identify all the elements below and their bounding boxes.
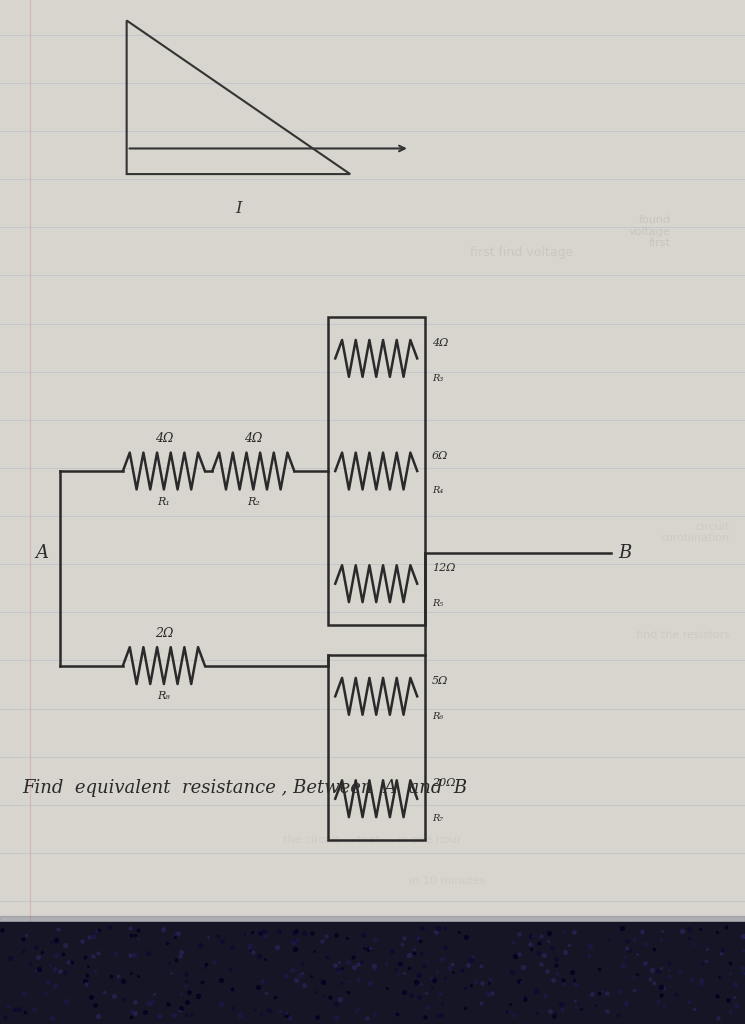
Text: R₇: R₇ [432,814,443,823]
Text: 2Ω: 2Ω [155,627,173,640]
Text: first find voltage: first find voltage [470,246,573,259]
Text: found
voltage
first: found voltage first [629,215,670,248]
Text: 6Ω: 6Ω [432,451,448,461]
Text: R₆: R₆ [432,712,443,721]
Text: find the resistors: find the resistors [636,630,730,640]
Bar [328,655,425,840]
Text: R₈: R₈ [157,691,171,701]
Text: 20Ω: 20Ω [432,778,456,788]
Bar [0,916,745,942]
Text: R₁: R₁ [157,497,171,507]
Text: R₅: R₅ [432,599,443,608]
Text: 5Ω: 5Ω [432,676,448,686]
Text: in 10 minutes: in 10 minutes [409,876,485,886]
Text: B: B [618,544,632,562]
Text: Find  equivalent  resistance , Between  A  and  B: Find equivalent resistance , Between A a… [22,779,467,798]
Text: R₃: R₃ [432,374,443,383]
Text: 12Ω: 12Ω [432,563,456,573]
Text: I: I [235,200,241,217]
Text: A: A [36,544,48,562]
Text: 4Ω: 4Ω [244,432,262,445]
Text: R₄: R₄ [432,486,443,496]
Bar [328,317,425,625]
Text: R₂: R₂ [247,497,260,507]
Bar [0,922,745,1024]
Text: 4Ω: 4Ω [432,338,448,348]
Text: circuit
combination: circuit combination [661,521,730,544]
Text: 4Ω: 4Ω [155,432,173,445]
Text: the circuit ... that ... in one hour: the circuit ... that ... in one hour [283,835,462,845]
